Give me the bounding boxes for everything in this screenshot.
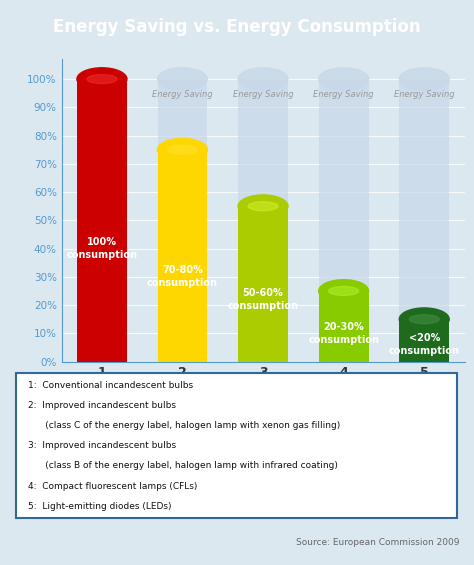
Ellipse shape — [409, 315, 439, 324]
Text: Energy Saving vs. Energy Consumption: Energy Saving vs. Energy Consumption — [53, 18, 421, 36]
Text: <20%
consumption: <20% consumption — [389, 333, 460, 357]
Text: Energy Saving: Energy Saving — [394, 90, 455, 99]
Bar — [77, 79, 127, 362]
Text: 70-80%
consumption: 70-80% consumption — [147, 265, 218, 289]
Text: 50-60%
consumption: 50-60% consumption — [228, 288, 299, 311]
Bar — [319, 291, 369, 362]
Text: 2:  Improved incandescent bulbs: 2: Improved incandescent bulbs — [27, 401, 175, 410]
Bar — [77, 79, 127, 362]
Ellipse shape — [157, 138, 208, 161]
Text: 3:  Improved incandescent bulbs: 3: Improved incandescent bulbs — [27, 441, 176, 450]
FancyBboxPatch shape — [17, 373, 456, 518]
Ellipse shape — [248, 202, 278, 211]
Ellipse shape — [157, 68, 208, 90]
Text: Energy Saving: Energy Saving — [152, 90, 213, 99]
Ellipse shape — [238, 68, 288, 90]
Text: 5:  Light-emitting diodes (LEDs): 5: Light-emitting diodes (LEDs) — [27, 502, 171, 511]
Text: Source: European Commission 2009: Source: European Commission 2009 — [296, 538, 460, 547]
Ellipse shape — [87, 75, 117, 84]
Bar — [157, 150, 208, 362]
Bar — [238, 79, 288, 362]
Ellipse shape — [328, 286, 359, 295]
Text: Energy Saving: Energy Saving — [313, 90, 374, 99]
Ellipse shape — [167, 145, 198, 154]
Text: 100%
consumption: 100% consumption — [66, 237, 137, 260]
Bar — [238, 206, 288, 362]
Text: Energy Saving: Energy Saving — [233, 90, 293, 99]
Ellipse shape — [77, 68, 127, 90]
Ellipse shape — [399, 68, 449, 90]
Text: 1:  Conventional incandescent bulbs: 1: Conventional incandescent bulbs — [27, 381, 193, 389]
Ellipse shape — [319, 280, 369, 302]
Bar — [399, 79, 449, 362]
Text: 4:  Compact fluorescent lamps (CFLs): 4: Compact fluorescent lamps (CFLs) — [27, 481, 197, 490]
Text: (class B of the energy label, halogen lamp with infrared coating): (class B of the energy label, halogen la… — [27, 462, 337, 471]
Bar — [399, 319, 449, 362]
Ellipse shape — [238, 195, 288, 218]
Ellipse shape — [399, 308, 449, 331]
Text: 20-30%
consumption: 20-30% consumption — [308, 321, 379, 345]
Ellipse shape — [77, 68, 127, 90]
Ellipse shape — [319, 68, 369, 90]
Bar — [157, 79, 208, 362]
Bar — [319, 79, 369, 362]
Text: (class C of the energy label, halogen lamp with xenon gas filling): (class C of the energy label, halogen la… — [27, 421, 340, 430]
